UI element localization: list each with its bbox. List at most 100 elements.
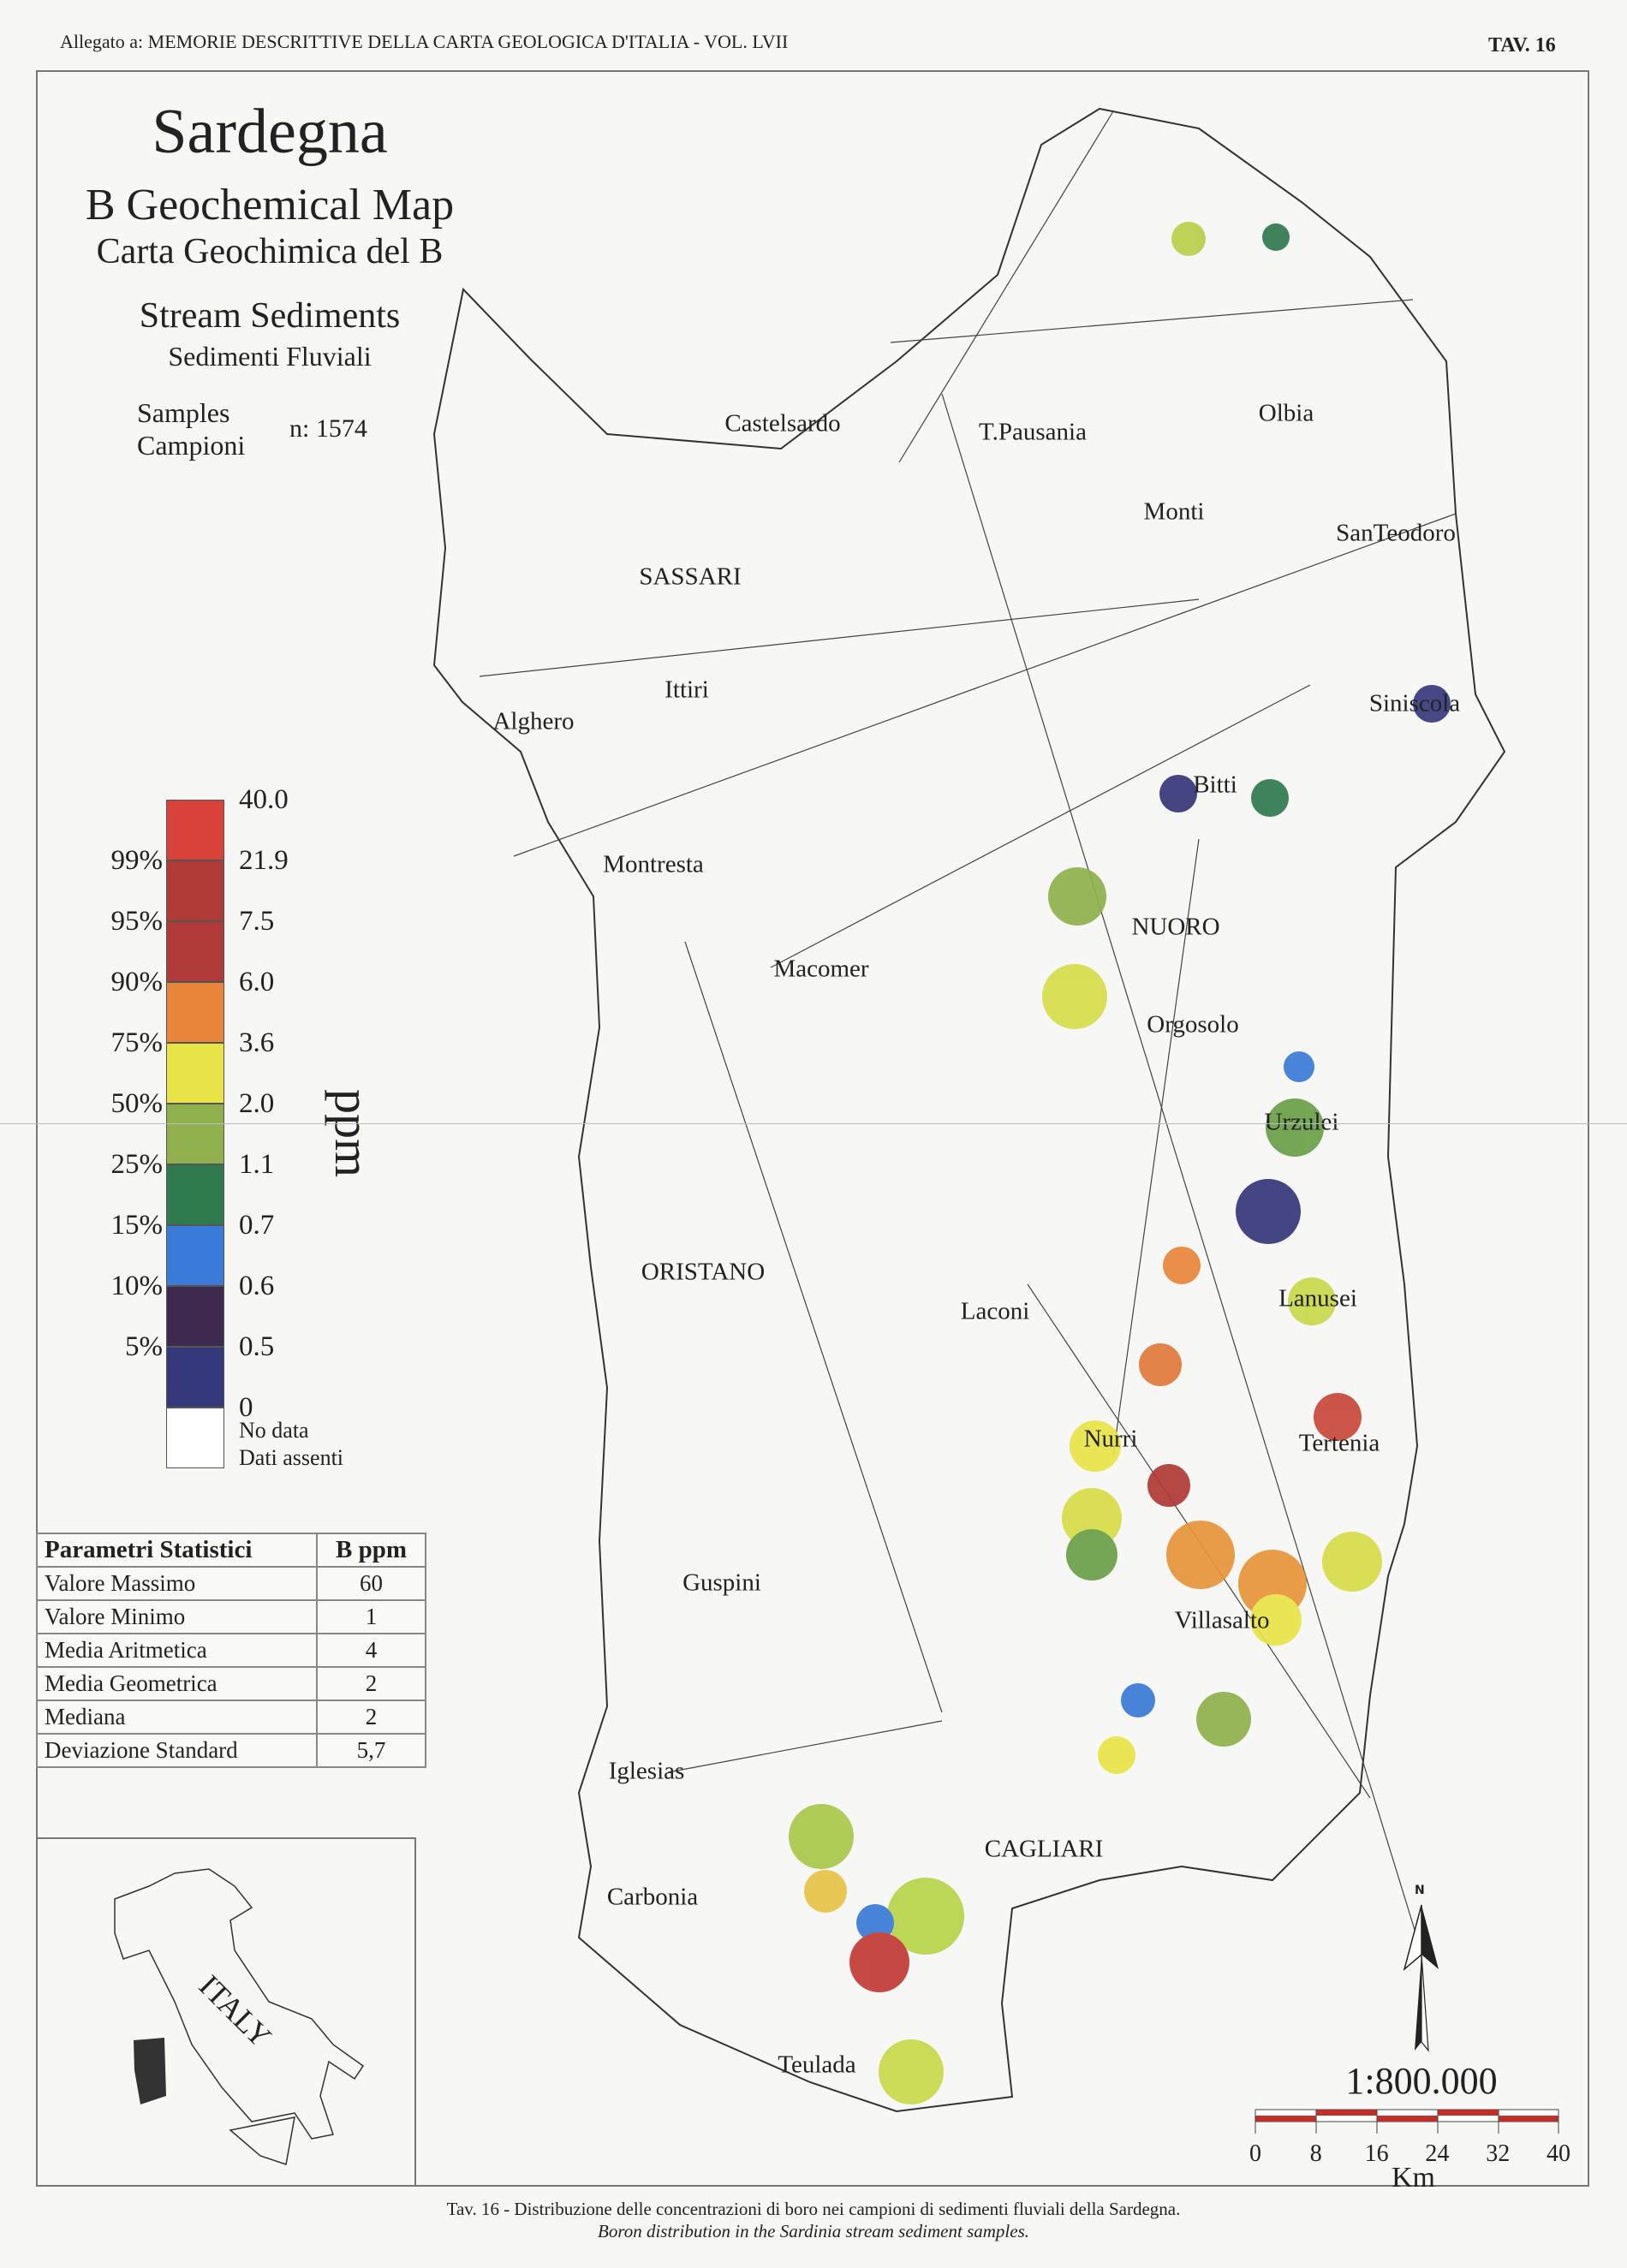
north-label: N <box>1415 1884 1425 1897</box>
legend-swatch <box>166 1104 224 1164</box>
scale-tick-label: 40 <box>1547 2140 1570 2167</box>
map-title-it: Carta Geochimica del B <box>96 232 444 271</box>
fault-lines <box>479 110 1457 1953</box>
legend-value: 0.6 <box>239 1271 275 1301</box>
media-title-en: Stream Sediments <box>139 296 401 336</box>
italy-outline <box>114 1868 365 2165</box>
legend-percentile: 99% <box>110 845 164 876</box>
scale-tick-label: 0 <box>1249 2140 1261 2167</box>
legend-swatch <box>166 800 224 860</box>
city-label: Siniscola <box>1368 689 1461 717</box>
legend-swatch <box>166 1286 224 1347</box>
city-label: Laconi <box>960 1297 1030 1325</box>
header-citation: Allegato a: MEMORIE DESCRITTIVE DELLA CA… <box>60 31 789 52</box>
media-title-it: Sedimenti Fluviali <box>168 341 372 372</box>
table-row: Media Geometrica 2 <box>35 1666 426 1701</box>
legend-unit: ppm <box>325 1088 381 1178</box>
legend-percentile: 95% <box>110 906 164 937</box>
legend-value: 6.0 <box>239 967 275 997</box>
caption-en: Boron distribution in the Sardinia strea… <box>598 2221 1029 2241</box>
scale-ratio: 1:800.000 <box>1345 2060 1498 2102</box>
legend-percentile: 25% <box>110 1149 164 1180</box>
legend-swatch <box>166 921 224 982</box>
city-label: Carbonia <box>606 1883 699 1911</box>
legend-nodata-it: Dati assenti <box>239 1445 344 1470</box>
samples-label-it: Campioni <box>137 430 246 461</box>
legend-percentile: 50% <box>110 1088 164 1119</box>
plate-number: TAV. 16 <box>1488 34 1556 57</box>
city-label: Urzulei <box>1264 1108 1339 1136</box>
legend-percentile: 90% <box>110 967 164 997</box>
samples-label-en: Samples <box>137 397 230 428</box>
city-label: Iglesias <box>608 1757 685 1785</box>
scale-tick-label: 16 <box>1364 2140 1389 2167</box>
north-arrow-icon <box>1403 1904 1439 2052</box>
legend-zero: 0 <box>239 1392 253 1423</box>
italy-inset-map: ITALY <box>36 1837 416 2187</box>
legend-value: 0.7 <box>239 1210 275 1241</box>
legend-value: 3.6 <box>239 1027 275 1058</box>
legend-swatch <box>166 1225 224 1286</box>
sardinia-highlight <box>134 2038 166 2104</box>
city-label: CAGLIARI <box>984 1835 1104 1863</box>
city-label: Montresta <box>603 850 704 878</box>
city-label: Macomer <box>773 955 869 983</box>
city-label: Guspini <box>682 1569 761 1597</box>
city-label: SASSARI <box>639 563 742 591</box>
legend-swatch <box>166 860 224 921</box>
legend-value: 7.5 <box>239 906 275 937</box>
city-label: Bitti <box>1193 771 1237 799</box>
legend-swatch-nodata <box>166 1408 224 1468</box>
scale-tick-label: 32 <box>1486 2140 1511 2167</box>
map-title-en: B Geochemical Map <box>85 181 455 229</box>
stats-header-unit: B ppm <box>316 1533 426 1568</box>
city-label: Lanusei <box>1278 1284 1357 1313</box>
legend-swatch <box>166 1347 224 1408</box>
city-label: Tertenia <box>1298 1429 1380 1457</box>
legend-percentile: 75% <box>110 1027 164 1058</box>
table-row: Media Aritmetica 4 <box>35 1633 426 1668</box>
table-row: Valore Massimo 60 <box>35 1566 426 1601</box>
city-label: Orgosolo <box>1147 1010 1239 1039</box>
table-row: Valore Minimo 1 <box>35 1599 426 1634</box>
stats-header-param: Parametri Statistici <box>35 1533 319 1568</box>
scale-tick-label: 8 <box>1309 2140 1322 2167</box>
legend-value: 21.9 <box>239 845 289 876</box>
city-label: Olbia <box>1258 399 1314 427</box>
legend-swatch <box>166 1043 224 1104</box>
city-label: ORISTANO <box>641 1258 766 1286</box>
city-label: Ittiri <box>665 676 709 704</box>
legend-value: 2.0 <box>239 1088 275 1119</box>
city-label: Monti <box>1143 497 1205 526</box>
samples-count: n: 1574 <box>289 414 367 443</box>
sardinia-outline <box>432 107 1506 2113</box>
city-label: Teulada <box>778 2051 856 2079</box>
map-frame <box>36 70 1589 2187</box>
legend-swatch <box>166 982 224 1043</box>
legend-swatch <box>166 1164 224 1225</box>
legend-nodata-en: No data <box>239 1418 309 1443</box>
fold-line <box>0 1123 1627 1124</box>
city-label: Nurri <box>1083 1425 1138 1453</box>
statistics-table: Parametri Statistici B ppm Valore Massimo… <box>35 1533 426 1768</box>
city-label: T.Pausania <box>979 418 1087 446</box>
concentration-blobs <box>789 222 1451 2104</box>
map-region-title: Sardegna <box>152 97 388 167</box>
city-label: Castelsardo <box>724 409 841 438</box>
scale-bar <box>1255 2109 1559 2134</box>
legend-value: 0.5 <box>239 1331 275 1362</box>
city-label: NUORO <box>1131 913 1220 941</box>
legend-percentile: 5% <box>125 1331 163 1362</box>
legend-value: 1.1 <box>239 1149 275 1180</box>
city-label: SanTeodoro <box>1336 519 1456 547</box>
legend-percentile: 10% <box>110 1271 164 1301</box>
table-row: Mediana 2 <box>35 1700 426 1735</box>
legend-percentile: 15% <box>110 1210 164 1241</box>
city-label: Villasalto <box>1174 1606 1270 1634</box>
scale-unit: Km <box>1392 2162 1435 2194</box>
caption-it: Tav. 16 - Distribuzione delle concentraz… <box>446 2199 1181 2219</box>
scale-tick-label: 24 <box>1425 2140 1450 2167</box>
legend-value: 40.0 <box>239 784 289 815</box>
city-label: Alghero <box>492 707 575 735</box>
